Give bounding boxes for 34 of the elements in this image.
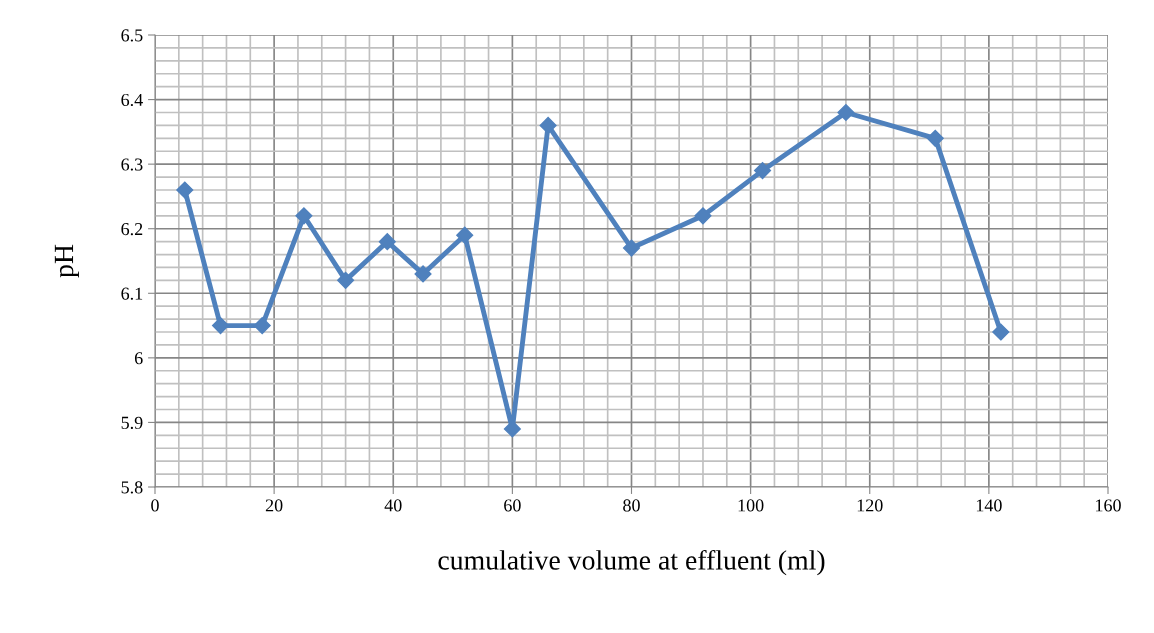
point: [337, 271, 355, 289]
y-tick-label: 5.9: [121, 416, 143, 429]
y-tick-label: 6.1: [121, 287, 143, 300]
point: [414, 265, 432, 283]
y-tick-label: 6.5: [121, 29, 143, 42]
point: [622, 239, 641, 257]
x-tick-label: 160: [1096, 499, 1121, 512]
x-tick-label: 80: [623, 499, 640, 512]
point: [539, 116, 557, 134]
x-tick-label: 0: [151, 499, 159, 512]
x-tick-label: 100: [738, 499, 764, 512]
x-axis-title: cumulative volume at effluent (ml): [438, 549, 825, 576]
point: [253, 317, 271, 335]
point: [992, 323, 1010, 341]
point: [456, 226, 474, 244]
point: [753, 162, 772, 180]
point: [176, 181, 194, 199]
point: [926, 129, 944, 147]
y-tick-label: 5.8: [121, 481, 143, 494]
y-axis-title: pH: [54, 244, 79, 278]
point: [694, 207, 712, 225]
y-tick-label: 6.4: [121, 93, 143, 107]
x-tick-label: 40: [384, 499, 402, 512]
x-tick-label: 60: [504, 499, 521, 512]
x-tick-label: 140: [976, 499, 1002, 512]
point: [211, 317, 230, 335]
x-tick-label: 120: [857, 499, 883, 512]
point: [837, 103, 855, 122]
point: [295, 207, 313, 225]
point: [378, 233, 396, 251]
y-tick-label: 6.3: [121, 158, 143, 171]
x-tick-label: 20: [265, 499, 283, 512]
y-tick-label: 6: [134, 352, 143, 365]
y-tick-label: 6.2: [121, 223, 143, 236]
